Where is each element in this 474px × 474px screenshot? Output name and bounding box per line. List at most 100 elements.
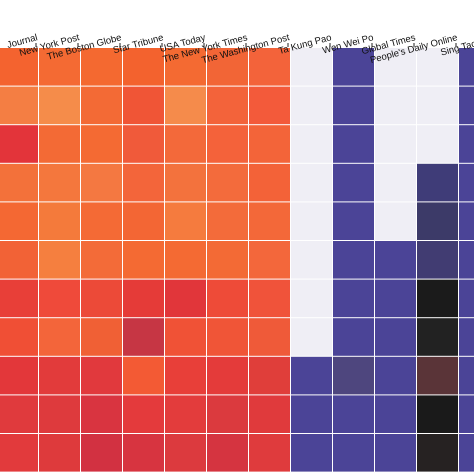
heatmap-cell-r7-c8 [333, 318, 374, 356]
heatmap-cell-r7-c11 [459, 318, 474, 356]
heatmap-cell-r9-c8 [333, 395, 374, 433]
heatmap-cell-r10-c8 [333, 434, 374, 472]
heatmap-cell-r8-c10 [417, 356, 458, 395]
heatmap-cell-r1-c7 [291, 86, 332, 125]
heatmap-cell-r4-c2 [81, 202, 122, 240]
heatmap-cell-r1-c1 [39, 86, 80, 125]
heatmap-cell-r10-c6 [249, 434, 290, 472]
heatmap-cell-r5-c10 [417, 241, 458, 279]
heatmap-cell-r0-c9 [375, 48, 416, 86]
heatmap-cell-r7-c9 [375, 318, 416, 356]
heatmap-cell-r10-c1 [39, 434, 80, 472]
heatmap-cell-r3-c6 [249, 163, 290, 202]
heatmap-cell-r10-c9 [375, 434, 416, 472]
heatmap-cell-r9-c4 [165, 395, 206, 433]
heatmap-cell-r4-c10 [417, 202, 458, 240]
heatmap-cell-r9-c11 [459, 395, 474, 433]
heatmap-cell-r5-c2 [81, 241, 122, 279]
heatmap-cell-r9-c6 [249, 395, 290, 433]
heatmap-cell-r2-c11 [459, 125, 474, 163]
heatmap-cell-r1-c4 [165, 86, 206, 125]
heatmap-cell-r4-c4 [165, 202, 206, 240]
heatmap-cell-r8-c7 [291, 356, 332, 395]
heatmap-cell-r7-c0 [0, 318, 38, 356]
heatmap-cell-r9-c7 [291, 395, 332, 433]
heatmap-cell-r1-c3 [123, 86, 164, 125]
heatmap-cell-r2-c9 [375, 125, 416, 163]
heatmap-cell-r9-c10 [417, 395, 458, 433]
heatmap-cell-r6-c5 [207, 279, 248, 318]
heatmap-cell-r8-c0 [0, 356, 38, 395]
heatmap-cell-r8-c4 [165, 356, 206, 395]
heatmap-cell-r0-c7 [291, 48, 332, 86]
heatmap-cell-r7-c4 [165, 318, 206, 356]
heatmap-cell-r0-c8 [333, 48, 374, 86]
heatmap-cell-r7-c7 [291, 318, 332, 356]
heatmap-cell-r0-c0 [0, 48, 38, 86]
heatmap-cell-r2-c2 [81, 125, 122, 163]
heatmap-cell-r6-c10 [417, 279, 458, 318]
heatmap-cell-r6-c7 [291, 279, 332, 318]
heatmap-cell-r8-c2 [81, 356, 122, 395]
heatmap-cell-r3-c7 [291, 163, 332, 202]
heatmap-cell-r2-c3 [123, 125, 164, 163]
heatmap-cell-r9-c0 [0, 395, 38, 433]
heatmap-cell-r7-c6 [249, 318, 290, 356]
heatmap-cell-r5-c7 [291, 241, 332, 279]
heatmap-cell-r3-c5 [207, 163, 248, 202]
heatmap-cell-r3-c9 [375, 163, 416, 202]
heatmap-cell-r5-c8 [333, 241, 374, 279]
heatmap-cell-r4-c11 [459, 202, 474, 240]
heatmap-cell-r8-c11 [459, 356, 474, 395]
heatmap-cell-r0-c10 [417, 48, 458, 86]
heatmap-cell-r3-c10 [417, 163, 458, 202]
heatmap-cell-r0-c3 [123, 48, 164, 86]
heatmap-cell-r0-c6 [249, 48, 290, 86]
heatmap-cell-r5-c9 [375, 241, 416, 279]
heatmap-cell-r1-c11 [459, 86, 474, 125]
heatmap-cell-r10-c3 [123, 434, 164, 472]
heatmap-cell-r2-c1 [39, 125, 80, 163]
heatmap-cell-r8-c9 [375, 356, 416, 395]
heatmap-cell-r1-c2 [81, 86, 122, 125]
heatmap-cell-r10-c5 [207, 434, 248, 472]
heatmap-cell-r2-c8 [333, 125, 374, 163]
heatmap-cell-r7-c3 [123, 318, 164, 356]
heatmap-cell-r3-c8 [333, 163, 374, 202]
heatmap-cell-r8-c1 [39, 356, 80, 395]
column-ticks [35, 43, 457, 47]
heatmap-cell-r5-c3 [123, 241, 164, 279]
heatmap-cell-r9-c2 [81, 395, 122, 433]
heatmap-cell-r9-c5 [207, 395, 248, 433]
heatmap-cell-r7-c5 [207, 318, 248, 356]
heatmap-cell-r10-c4 [165, 434, 206, 472]
heatmap-cell-r8-c8 [333, 356, 374, 395]
heatmap-cell-r6-c1 [39, 279, 80, 318]
heatmap-cell-r4-c8 [333, 202, 374, 240]
heatmap-cell-r5-c0 [0, 241, 38, 279]
heatmap-cell-r5-c1 [39, 241, 80, 279]
heatmap-cell-r9-c3 [123, 395, 164, 433]
heatmap-cell-r2-c5 [207, 125, 248, 163]
heatmap-cell-r0-c1 [39, 48, 80, 86]
heatmap-cell-r4-c0 [0, 202, 38, 240]
heatmap-cell-r1-c10 [417, 86, 458, 125]
heatmap-cell-r10-c0 [0, 434, 38, 472]
heatmap-cell-r5-c6 [249, 241, 290, 279]
heatmap-cell-r1-c0 [0, 86, 38, 125]
heatmap-cell-r8-c6 [249, 356, 290, 395]
heatmap-cell-r4-c7 [291, 202, 332, 240]
heatmap-cell-r1-c9 [375, 86, 416, 125]
heatmap-cell-r6-c9 [375, 279, 416, 318]
heatmap-cell-r4-c1 [39, 202, 80, 240]
heatmap-cell-r5-c11 [459, 241, 474, 279]
heatmap-cell-r2-c6 [249, 125, 290, 163]
heatmap-cell-r2-c0 [0, 125, 38, 163]
heatmap-cell-r7-c2 [81, 318, 122, 356]
heatmap-cell-r5-c4 [165, 241, 206, 279]
heatmap-cell-r3-c0 [0, 163, 38, 202]
heatmap-cell-r8-c3 [123, 356, 164, 395]
heatmap-cell-r7-c1 [39, 318, 80, 356]
